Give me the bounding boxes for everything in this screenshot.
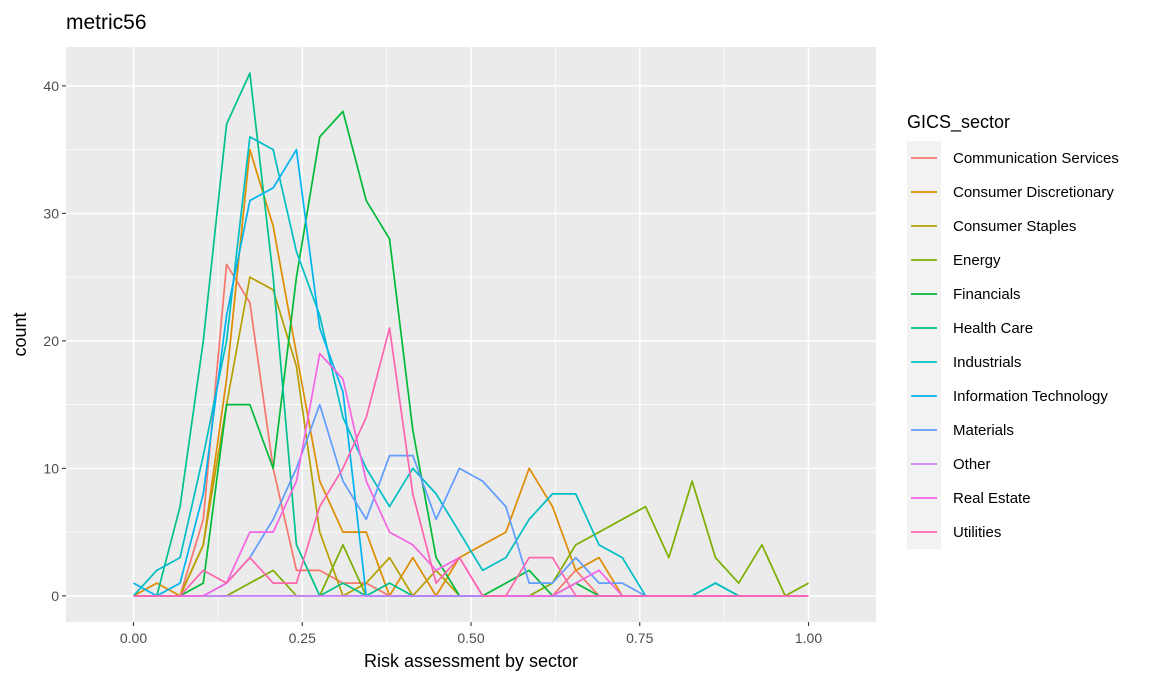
- x-tick-label: 0.00: [120, 630, 147, 646]
- y-tick-label: 20: [43, 333, 59, 349]
- legend-item-other: Other: [907, 447, 991, 481]
- y-axis-title: count: [10, 312, 30, 356]
- legend-label: Industrials: [953, 354, 1021, 371]
- legend-label: Real Estate: [953, 490, 1031, 507]
- y-tick-label: 40: [43, 78, 59, 94]
- y-tick-label: 30: [43, 205, 59, 221]
- legend-title: GICS_sector: [907, 112, 1010, 133]
- legend-item-energy: Energy: [907, 243, 1001, 277]
- legend-label: Consumer Discretionary: [953, 184, 1114, 201]
- x-tick-label: 0.50: [457, 630, 484, 646]
- legend-item-financials: Financials: [907, 277, 1021, 311]
- legend-label: Health Care: [953, 320, 1033, 337]
- legend: GICS_sector Communication Services Consum…: [907, 112, 1119, 549]
- legend-item-industrials: Industrials: [907, 345, 1021, 379]
- legend-label: Energy: [953, 252, 1001, 269]
- legend-item-real-estate: Real Estate: [907, 481, 1031, 515]
- x-tick-label: 0.25: [289, 630, 316, 646]
- series-line-industrials: [132, 136, 809, 597]
- legend-item-consumer-staples: Consumer Staples: [907, 209, 1076, 243]
- legend-item-consumer-discretionary: Consumer Discretionary: [907, 175, 1114, 209]
- legend-label: Information Technology: [953, 388, 1108, 405]
- legend-label: Materials: [953, 422, 1014, 439]
- legend-item-communication-services: Communication Services: [907, 141, 1119, 175]
- legend-label: Communication Services: [953, 150, 1119, 167]
- y-tick-label: 10: [43, 460, 59, 476]
- legend-label: Financials: [953, 286, 1021, 303]
- x-axis-title: Risk assessment by sector: [364, 651, 578, 671]
- legend-item-information-technology: Information Technology: [907, 379, 1108, 413]
- x-tick-label: 0.75: [626, 630, 653, 646]
- legend-label: Utilities: [953, 524, 1001, 541]
- legend-label: Consumer Staples: [953, 218, 1076, 235]
- chart-title: metric56: [66, 11, 147, 34]
- legend-item-materials: Materials: [907, 413, 1014, 447]
- x-tick-label: 1.00: [795, 630, 822, 646]
- y-axis: 0 10 20 30 40: [43, 78, 66, 604]
- y-tick-label: 0: [51, 588, 59, 604]
- series-lines: [132, 72, 809, 597]
- legend-item-health-care: Health Care: [907, 311, 1033, 345]
- series-line-utilities: [133, 327, 809, 597]
- legend-label: Other: [953, 456, 991, 473]
- legend-item-utilities: Utilities: [907, 515, 1001, 549]
- x-axis: 0.00 0.25 0.50 0.75 1.00: [120, 622, 822, 646]
